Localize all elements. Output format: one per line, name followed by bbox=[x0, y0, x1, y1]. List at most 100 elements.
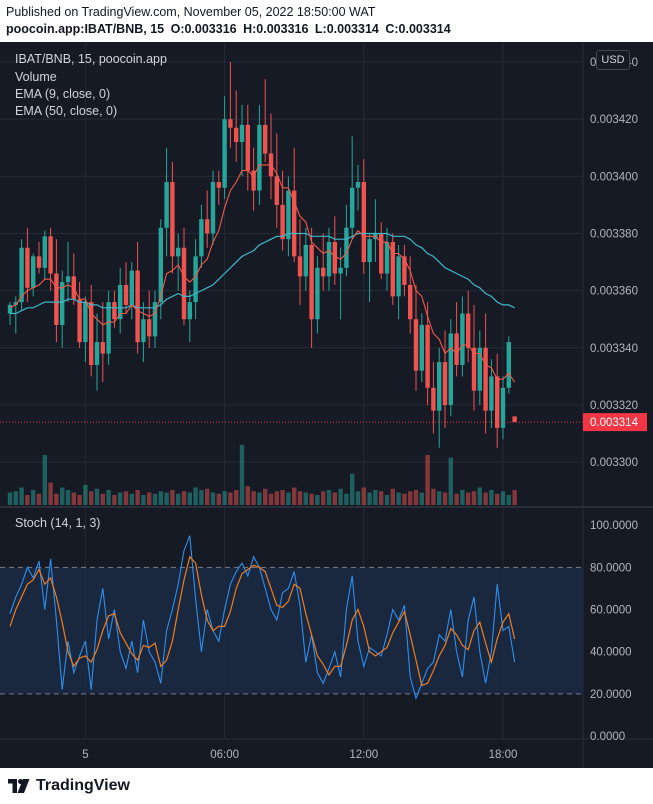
candle-body bbox=[367, 239, 372, 263]
candle-body bbox=[135, 270, 140, 343]
volume-bar bbox=[135, 490, 140, 505]
volume-bar bbox=[77, 495, 82, 505]
currency-button[interactable]: USD bbox=[596, 50, 630, 70]
footer: TradingView bbox=[0, 768, 653, 804]
candle-body bbox=[344, 227, 349, 268]
volume-bar bbox=[431, 488, 436, 505]
volume-bar bbox=[512, 490, 517, 505]
candle-body bbox=[187, 302, 192, 320]
volume-bar bbox=[355, 491, 361, 505]
chart-area[interactable]: 0.0034400.0034200.0034000.0033800.003360… bbox=[0, 42, 653, 768]
volume-bar bbox=[350, 473, 355, 505]
candle-body bbox=[413, 319, 419, 371]
volume-bar bbox=[297, 491, 303, 505]
candle-body bbox=[425, 324, 430, 388]
candle-body bbox=[309, 244, 314, 320]
volume-bar bbox=[181, 491, 187, 505]
candle-body bbox=[152, 302, 158, 337]
candle-body bbox=[396, 256, 401, 297]
candle-body bbox=[25, 247, 30, 288]
candle-body bbox=[483, 347, 488, 411]
price-tick-label: 0.003320 bbox=[590, 400, 638, 412]
candle-body bbox=[123, 284, 129, 305]
volume-bar bbox=[31, 490, 36, 505]
tradingview-wordmark: TradingView bbox=[36, 777, 130, 794]
legend-ema9: EMA (9, close, 0) bbox=[15, 87, 111, 101]
volume-bar bbox=[205, 488, 210, 505]
candle-body bbox=[506, 342, 511, 388]
candle-body bbox=[112, 302, 117, 320]
volume-bar bbox=[123, 491, 129, 505]
volume-bar bbox=[164, 492, 169, 505]
volume-bar bbox=[118, 492, 123, 505]
volume-bar bbox=[71, 492, 76, 505]
price-tick-label: 0.003420 bbox=[590, 114, 638, 126]
volume-bar bbox=[344, 493, 349, 505]
volume-bar bbox=[437, 491, 442, 505]
last-price-label: 0.003314 bbox=[590, 417, 639, 429]
candle-body bbox=[234, 127, 239, 143]
candle-body bbox=[303, 244, 308, 277]
candle-body bbox=[448, 333, 453, 405]
volume-bar bbox=[384, 495, 390, 505]
candle-body bbox=[19, 247, 24, 303]
volume-bar bbox=[373, 490, 378, 505]
candle-body bbox=[147, 319, 152, 337]
volume-bar bbox=[152, 493, 158, 505]
volume-bar bbox=[199, 490, 204, 505]
price-tick-label: 0.003400 bbox=[590, 171, 638, 183]
volume-bar bbox=[36, 493, 42, 505]
candle-body bbox=[280, 204, 285, 240]
stoch-tick-label: 80.0000 bbox=[590, 562, 632, 574]
volume-bar bbox=[448, 457, 453, 505]
volume-bar bbox=[454, 493, 459, 505]
candle-body bbox=[77, 299, 82, 343]
volume-bar bbox=[425, 455, 430, 505]
candle-body bbox=[402, 256, 407, 285]
volume-bar bbox=[210, 492, 216, 505]
candle-body bbox=[158, 227, 163, 303]
candle-body bbox=[31, 256, 36, 288]
candle-body bbox=[42, 236, 47, 268]
volume-bar bbox=[193, 487, 198, 505]
candle-body bbox=[263, 124, 268, 154]
tradingview-logo[interactable]: TradingView bbox=[8, 777, 130, 795]
time-tick-label: 12:00 bbox=[349, 749, 378, 761]
candle-body bbox=[36, 256, 42, 268]
candle-body bbox=[60, 282, 65, 325]
volume-bar bbox=[280, 490, 285, 505]
legend-volume: Volume bbox=[15, 70, 57, 84]
volume-bar bbox=[361, 487, 366, 505]
candle-body bbox=[245, 124, 250, 171]
ohlc-open: O:0.003316 bbox=[170, 22, 237, 36]
candle-body bbox=[141, 319, 146, 343]
candle-body bbox=[297, 256, 303, 277]
candle-body bbox=[384, 242, 390, 274]
volume-bar bbox=[483, 492, 488, 505]
candle-body bbox=[129, 270, 134, 305]
volume-bar bbox=[60, 487, 65, 505]
candle-body bbox=[239, 124, 245, 143]
candle-body bbox=[489, 376, 494, 411]
candle-body bbox=[471, 347, 477, 391]
volume-bar bbox=[176, 493, 181, 505]
candle-body bbox=[321, 267, 326, 277]
candle-body bbox=[419, 324, 424, 371]
volume-bar bbox=[187, 492, 192, 505]
candle-body bbox=[210, 182, 216, 234]
candle-body bbox=[228, 119, 233, 128]
volume-bar bbox=[477, 487, 482, 505]
volume-bar bbox=[147, 492, 152, 505]
volume-bar bbox=[274, 491, 279, 505]
volume-bar bbox=[100, 493, 105, 505]
volume-bar bbox=[19, 487, 24, 505]
candle-body bbox=[292, 190, 297, 257]
volume-bar bbox=[379, 491, 384, 505]
published-line: Published on TradingView.com, November 0… bbox=[6, 5, 376, 19]
volume-bar bbox=[413, 490, 419, 505]
candle-body bbox=[500, 387, 506, 428]
volume-bar bbox=[141, 495, 146, 505]
candle-body bbox=[118, 284, 123, 320]
chart-canvas[interactable]: 0.0034400.0034200.0034000.0033800.003360… bbox=[0, 42, 653, 768]
volume-bar bbox=[390, 488, 395, 505]
